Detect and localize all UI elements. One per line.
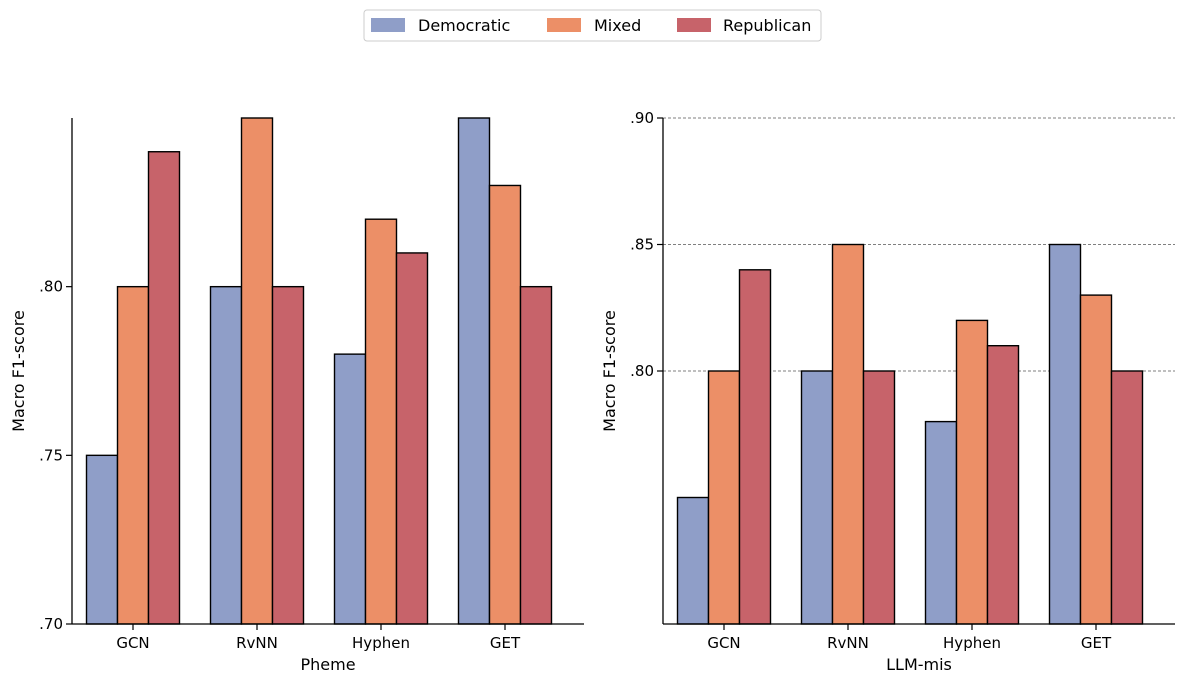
pheme-chart-panel: .70 .75 .80 GCN RvNN Hyphen GET Pheme Macro F…: [9, 117, 584, 674]
pheme-y-ticks: .70 .75 .80: [39, 278, 72, 633]
legend-frame: [363, 9, 822, 42]
llm-mis-y-tick-label: .80: [630, 362, 654, 380]
pheme-y-axis-title: Macro F1-score: [9, 310, 28, 432]
pheme-bar-gcn-republican: [147, 151, 181, 625]
llm-mis-x-tick-label: GET: [1081, 634, 1112, 652]
pheme-x-tick-label: RvNN: [236, 634, 278, 652]
pheme-bar-get-republican: [519, 285, 553, 625]
llm-mis-x-ticks: GCN RvNN Hyphen GET: [707, 624, 1112, 652]
llm-mis-bar-gcn-democratic: [676, 496, 710, 625]
llm-mis-bar-get-republican: [1110, 370, 1144, 625]
pheme-bar-get-democratic: [457, 117, 491, 625]
llm-mis-x-tick-label: RvNN: [827, 634, 869, 652]
pheme-bar-rvnn-democratic: [209, 285, 243, 625]
llm-mis-bar-rvnn-mixed: [831, 243, 865, 625]
llm-mis-bar-rvnn-democratic: [800, 370, 834, 625]
legend-label-mixed: Mixed: [594, 16, 641, 35]
pheme-bar-gcn-democratic: [85, 454, 119, 625]
pheme-y-tick-label: .80: [39, 278, 63, 296]
llm-mis-bars: [676, 243, 1144, 625]
legend-swatch-mixed: [547, 18, 581, 32]
legend-label-republican: Republican: [723, 16, 811, 35]
llm-mis-bar-get-democratic: [1048, 243, 1082, 625]
llm-mis-x-tick-label: Hyphen: [943, 634, 1001, 652]
pheme-x-axis-title: Pheme: [300, 655, 355, 674]
pheme-bars: [85, 117, 553, 625]
llm-mis-y-tick-label: .90: [630, 109, 654, 127]
llm-mis-bar-gcn-republican: [738, 269, 772, 625]
llm-mis-chart-panel: .80 .85 .90 GCN RvNN Hyphen GET LLM-mis Macro…: [600, 109, 1175, 674]
pheme-y-tick-label: .70: [39, 615, 63, 633]
pheme-bar-hyphen-democratic: [333, 353, 367, 625]
llm-mis-bar-gcn-mixed: [707, 370, 741, 625]
pheme-x-ticks: GCN RvNN Hyphen GET: [116, 624, 521, 652]
pheme-bar-gcn-mixed: [116, 285, 150, 625]
pheme-x-tick-label: GCN: [116, 634, 149, 652]
pheme-bar-get-mixed: [488, 184, 522, 625]
llm-mis-x-tick-label: GCN: [707, 634, 740, 652]
pheme-bar-hyphen-republican: [395, 252, 429, 625]
legend-swatch-republican: [677, 18, 711, 32]
legend-swatch-democratic: [371, 18, 405, 32]
llm-mis-y-axis-title: Macro F1-score: [600, 310, 619, 432]
pheme-x-tick-label: GET: [490, 634, 521, 652]
pheme-x-tick-label: Hyphen: [352, 634, 410, 652]
llm-mis-bar-hyphen-democratic: [924, 420, 958, 625]
pheme-y-tick-label: .75: [39, 446, 63, 464]
llm-mis-bar-rvnn-republican: [862, 370, 896, 625]
llm-mis-bar-get-mixed: [1079, 294, 1113, 625]
pheme-bar-hyphen-mixed: [364, 218, 398, 625]
llm-mis-y-tick-label: .85: [630, 236, 654, 254]
pheme-bar-rvnn-republican: [271, 285, 305, 625]
legend: Democratic Mixed Republican: [363, 9, 822, 42]
pheme-bar-rvnn-mixed: [240, 117, 274, 625]
llm-mis-bar-hyphen-mixed: [955, 319, 989, 625]
llm-mis-y-ticks: .80 .85 .90: [630, 109, 663, 380]
legend-label-democratic: Democratic: [418, 16, 510, 35]
llm-mis-x-axis-title: LLM-mis: [886, 655, 952, 674]
llm-mis-bar-hyphen-republican: [986, 345, 1020, 625]
